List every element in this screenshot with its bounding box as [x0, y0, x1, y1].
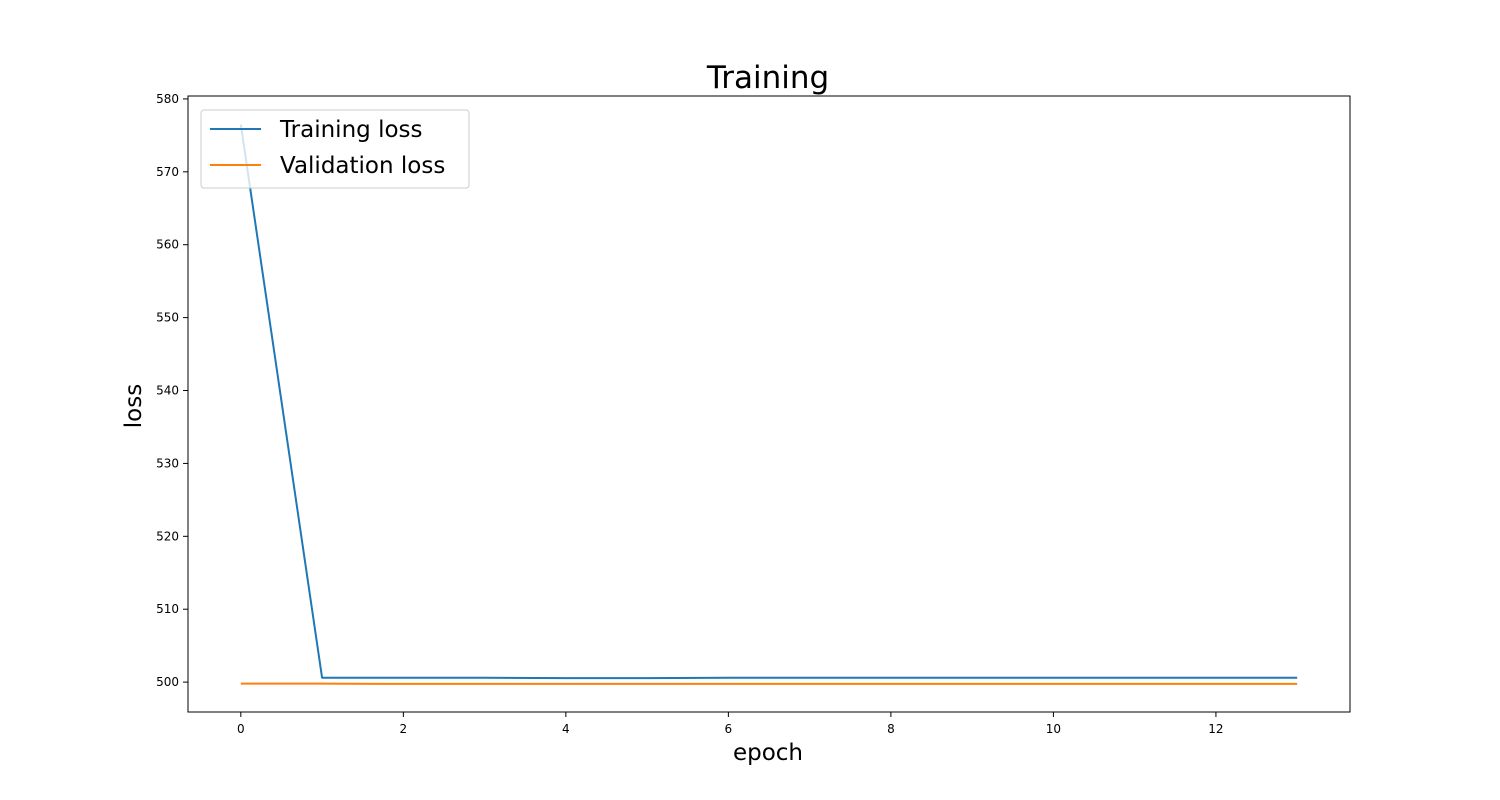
y-axis-label: loss: [121, 384, 147, 428]
x-axis: 0 2 4 6 8 10 12: [237, 712, 1224, 736]
x-tick-label: 12: [1208, 722, 1223, 736]
y-tick-label: 570: [156, 165, 179, 179]
x-tick-label: 10: [1046, 722, 1061, 736]
x-tick-label: 8: [887, 722, 895, 736]
y-tick-label: 560: [156, 238, 179, 252]
y-tick-label: 550: [156, 311, 179, 325]
y-tick-label: 530: [156, 456, 179, 470]
legend-label-validation-loss: Validation loss: [280, 153, 445, 179]
y-tick-label: 520: [156, 529, 179, 543]
legend-frame: [200, 109, 470, 189]
axes-frame: [187, 95, 1351, 713]
y-tick-label: 510: [156, 602, 179, 616]
x-tick-label: 4: [562, 722, 570, 736]
legend: Training loss Validation loss: [200, 109, 470, 189]
y-tick-label: 580: [156, 92, 179, 106]
y-tick-label: 540: [156, 384, 179, 398]
legend-label-training-loss: Training loss: [279, 117, 423, 143]
series-lines: [239, 124, 1298, 685]
y-tick-label: 500: [156, 675, 179, 689]
x-tick-label: 0: [237, 722, 245, 736]
series-line-training-loss: [239, 124, 1298, 680]
y-axis: 500 510 520 530 540 550 560 570 580: [156, 92, 188, 689]
x-axis-label: epoch: [733, 740, 803, 766]
chart-title: Training: [706, 60, 829, 96]
x-tick-label: 2: [400, 722, 408, 736]
x-tick-label: 6: [725, 722, 733, 736]
